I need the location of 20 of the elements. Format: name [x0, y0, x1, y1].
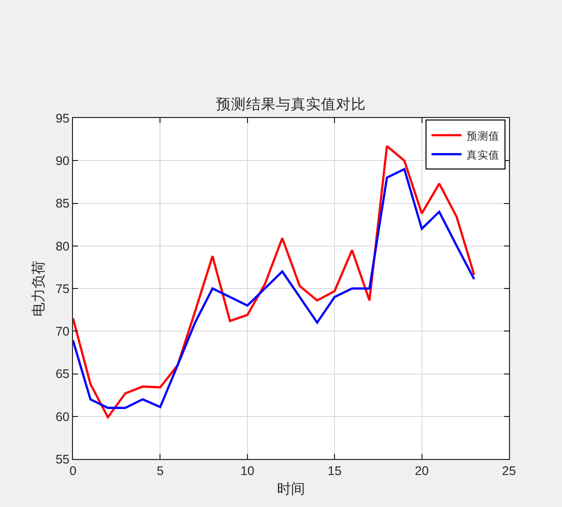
y-tick-label: 75	[56, 282, 70, 296]
y-tick-label: 80	[56, 239, 70, 254]
x-tick-label: 10	[240, 464, 254, 478]
y-tick-label: 90	[56, 154, 70, 168]
x-axis-title: 时间	[277, 481, 305, 498]
legend-label: 真实值	[466, 148, 500, 162]
y-axis-title: 电力负荷	[31, 260, 48, 316]
legend-label: 预测值	[466, 130, 500, 142]
y-tick-label: 85	[56, 196, 70, 211]
x-tick-label: 0	[70, 464, 77, 478]
y-tick-label: 65	[56, 367, 70, 382]
chart-title: 预测结果与真实值对比	[216, 96, 366, 114]
y-tick-label: 55	[56, 452, 70, 466]
y-tick-label: 70	[56, 324, 70, 339]
x-tick-label: 20	[414, 464, 429, 478]
x-tick-label: 5	[156, 464, 164, 478]
x-tick-label: 25	[502, 464, 516, 478]
y-tick-label: 95	[56, 111, 70, 126]
x-tick-label: 15	[328, 464, 342, 478]
y-tick-label: 60	[56, 410, 70, 424]
